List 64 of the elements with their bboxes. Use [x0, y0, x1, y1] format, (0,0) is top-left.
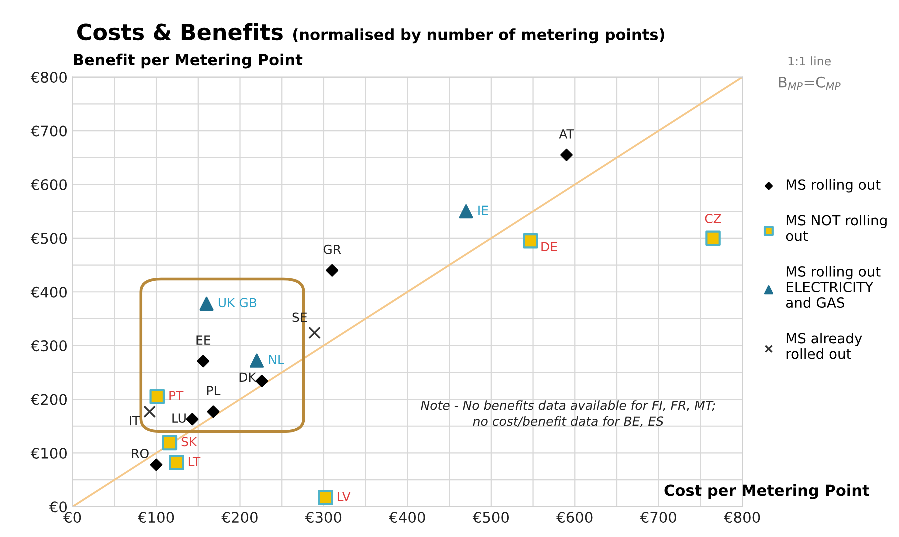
data-label: RO — [132, 449, 149, 458]
x-tick-label: €0 — [64, 512, 82, 524]
point — [250, 354, 264, 368]
data-label: NL — [269, 355, 284, 364]
data-label: PT — [170, 391, 184, 400]
data-label: DE — [542, 242, 558, 252]
point — [318, 490, 334, 506]
y-tick-label: €800 — [30, 72, 67, 84]
legend-label: MS rolling out — [786, 179, 881, 193]
data-label: AT — [559, 130, 574, 139]
data-label: EE — [196, 336, 211, 345]
y-tick-label: €200 — [30, 394, 67, 406]
point — [144, 406, 156, 418]
point — [308, 326, 321, 340]
data-label: LU — [172, 414, 186, 424]
y-tick-label: €700 — [30, 126, 67, 137]
chart-title: Costs & Benefits — [78, 23, 283, 41]
data-label: SK — [182, 437, 198, 447]
point — [150, 458, 163, 472]
data-label: IE — [478, 206, 488, 216]
y-axis-title: Benefit per Metering Point — [74, 54, 303, 69]
point — [150, 389, 166, 404]
x-axis-title: Cost per Metering Point — [664, 484, 870, 500]
point — [168, 455, 184, 471]
x-tick-label: €600 — [556, 512, 593, 524]
data-label: LT — [188, 457, 201, 466]
x-tick-label: €400 — [389, 512, 426, 524]
x-tick-label: €500 — [472, 512, 510, 524]
y-tick-label: €400 — [30, 286, 67, 298]
x-tick-label: €700 — [640, 512, 676, 524]
point — [162, 435, 178, 451]
chart-subtitle: (normalised by number of metering points) — [293, 28, 664, 44]
point — [326, 264, 339, 277]
point — [256, 375, 268, 388]
x-tick-label: €800 — [724, 512, 760, 524]
legend-label: MS already rolled out — [786, 332, 862, 360]
data-label: GR — [324, 244, 342, 254]
point — [207, 406, 220, 418]
annotation: Note - No benefits data available for FI, FR, MT; no cost/benefit data for BE, ES — [421, 400, 716, 428]
point — [523, 233, 538, 249]
y-tick-label: €600 — [30, 179, 67, 190]
text: B$_{MP}$=C$_{MP}$ — [779, 76, 841, 90]
point — [459, 204, 474, 219]
x-tick-label: €100 — [138, 512, 174, 524]
point — [186, 413, 199, 426]
x-tick-label: €300 — [305, 512, 342, 524]
data-label: UK GB — [218, 298, 257, 308]
data-label: LV — [338, 492, 351, 502]
text: 1:1 line — [788, 56, 831, 66]
data-label: IT — [130, 416, 140, 426]
data-label: DK — [240, 372, 257, 382]
data-label: PL — [207, 386, 221, 396]
point — [560, 148, 573, 162]
legend-label: MS rolling out ELECTRICITY and GAS — [786, 266, 881, 308]
point — [200, 296, 214, 311]
x-tick-label: €200 — [222, 512, 258, 524]
point — [197, 355, 210, 368]
y-tick-label: €500 — [30, 233, 67, 244]
y-tick-label: €0 — [49, 502, 67, 513]
y-tick-label: €100 — [30, 448, 67, 459]
legend-label: MS NOT rolling out — [786, 214, 887, 242]
y-tick-label: €300 — [30, 340, 67, 352]
point — [706, 230, 721, 246]
data-label: CZ — [705, 214, 722, 224]
